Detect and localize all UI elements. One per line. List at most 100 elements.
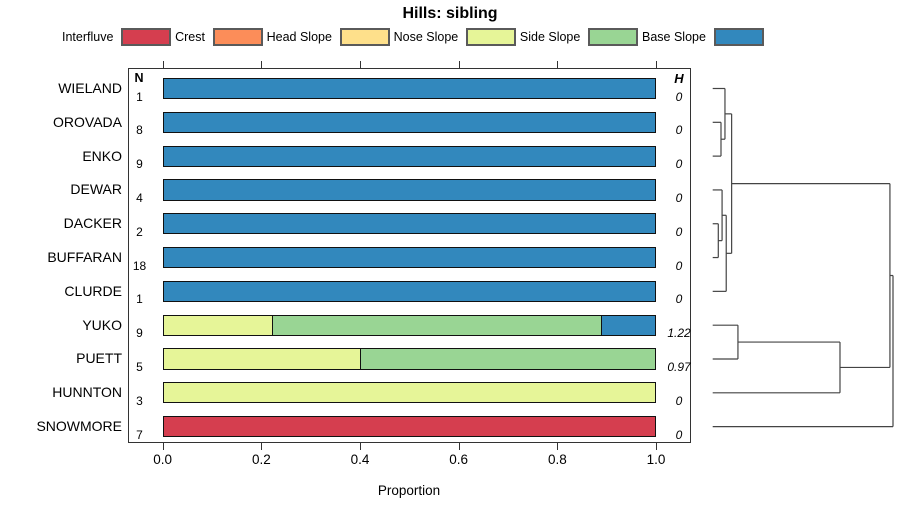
legend-item: Nose Slope [393,27,517,46]
plot-box [128,68,691,443]
bar-segment-base-slope [163,180,655,200]
row-label: SNOWMORE [36,418,122,435]
legend-label: Side Slope [519,29,581,44]
bar-segment-base-slope [163,281,655,301]
bar-segment-base-slope [163,146,655,166]
bar-segment-base-slope [163,78,655,99]
h-value: 0 [675,258,683,273]
n-value: 9 [136,157,143,172]
n-value: 5 [136,359,143,374]
legend-label: Interfluve [62,29,114,44]
bar-segment-base-slope [600,315,655,335]
row-label: PUETT [76,350,122,367]
legend-swatch [713,27,764,46]
legend-item: Base Slope [642,27,764,46]
row-label: CLURDE [64,282,122,299]
legend-label: Base Slope [642,29,706,44]
x-tick-top [458,61,460,68]
bar [162,213,656,235]
legend-swatch [588,27,639,46]
legend-swatch [212,27,263,46]
bar [162,348,656,370]
x-tick-bottom [458,443,460,450]
legend-label: Head Slope [266,29,332,44]
n-value: 7 [136,427,143,442]
h-column-header: H [674,71,684,86]
n-value: 4 [136,190,143,205]
row-label: YUKO [82,316,122,333]
row-label: OROVADA [53,113,122,130]
bar-segment-base-slope [163,247,655,268]
h-value: 0.97 [667,359,691,374]
x-tick-top [261,61,263,68]
x-tick-label: 0.2 [251,452,271,467]
x-axis-label: Proportion [377,483,441,498]
row-label: DEWAR [70,181,122,198]
row-label: WIELAND [58,80,122,96]
h-value: 0 [675,190,683,205]
bar [162,77,656,100]
x-tick-bottom [162,443,164,450]
legend-item: Head Slope [266,27,390,46]
bar-segment-side-slope [360,349,655,369]
x-tick-label: 0.6 [449,452,469,467]
legend-item: Side Slope [519,27,639,46]
x-tick-top [360,61,362,68]
h-value: 0 [675,123,683,138]
bar [162,179,656,201]
n-column-header: N [134,71,144,85]
bar-segment-base-slope [163,214,655,234]
x-tick-bottom [557,443,559,450]
n-value: 1 [136,292,143,307]
bar-segment-side-slope [271,315,601,335]
row-label: HUNNTON [52,384,122,401]
h-value: 0 [675,292,683,307]
row-label: BUFFARAN [47,249,122,266]
x-tick-label: 0.8 [547,452,567,467]
legend-item: Interfluve [62,27,172,46]
bar [162,416,656,438]
bar-segment-nose-slope [163,383,655,403]
legend-swatch [339,27,390,46]
x-tick-top [656,61,657,68]
bar [162,314,656,336]
h-value: 1.22 [667,326,691,341]
x-tick-top [162,61,164,68]
bar-segment-interfluve [163,417,655,437]
x-tick-label: 1.0 [646,452,666,467]
bar [162,145,656,167]
chart-title: Hills: sibling [402,5,498,22]
bar [162,382,656,404]
bar [162,111,656,133]
x-tick-top [557,61,559,68]
bar [162,246,656,269]
row-label: DACKER [63,215,122,232]
bar-segment-nose-slope [163,315,272,335]
legend-swatch [466,27,517,46]
x-tick-bottom [656,443,657,450]
bar [162,280,656,302]
n-value: 3 [136,393,143,408]
bar-segment-base-slope [163,112,655,132]
x-tick-bottom [261,443,263,450]
n-value: 9 [136,326,143,341]
legend-label: Crest [175,29,205,44]
legend-label: Nose Slope [393,29,459,44]
bar-segment-nose-slope [163,349,361,369]
n-value: 18 [132,258,147,273]
h-value: 0 [675,393,683,408]
legend-item: Crest [175,27,263,46]
row-label: ENKO [82,147,122,164]
h-value: 0 [675,157,683,172]
n-value: 8 [136,123,143,138]
legend: Interfluve Crest Head Slope Nose Slope Side … [62,27,764,46]
x-tick-bottom [360,443,362,450]
n-value: 2 [136,224,143,239]
x-tick-label: 0.0 [153,452,173,467]
h-value: 0 [675,89,683,104]
legend-swatch [121,27,172,46]
h-value: 0 [675,427,683,442]
n-value: 1 [136,89,143,104]
